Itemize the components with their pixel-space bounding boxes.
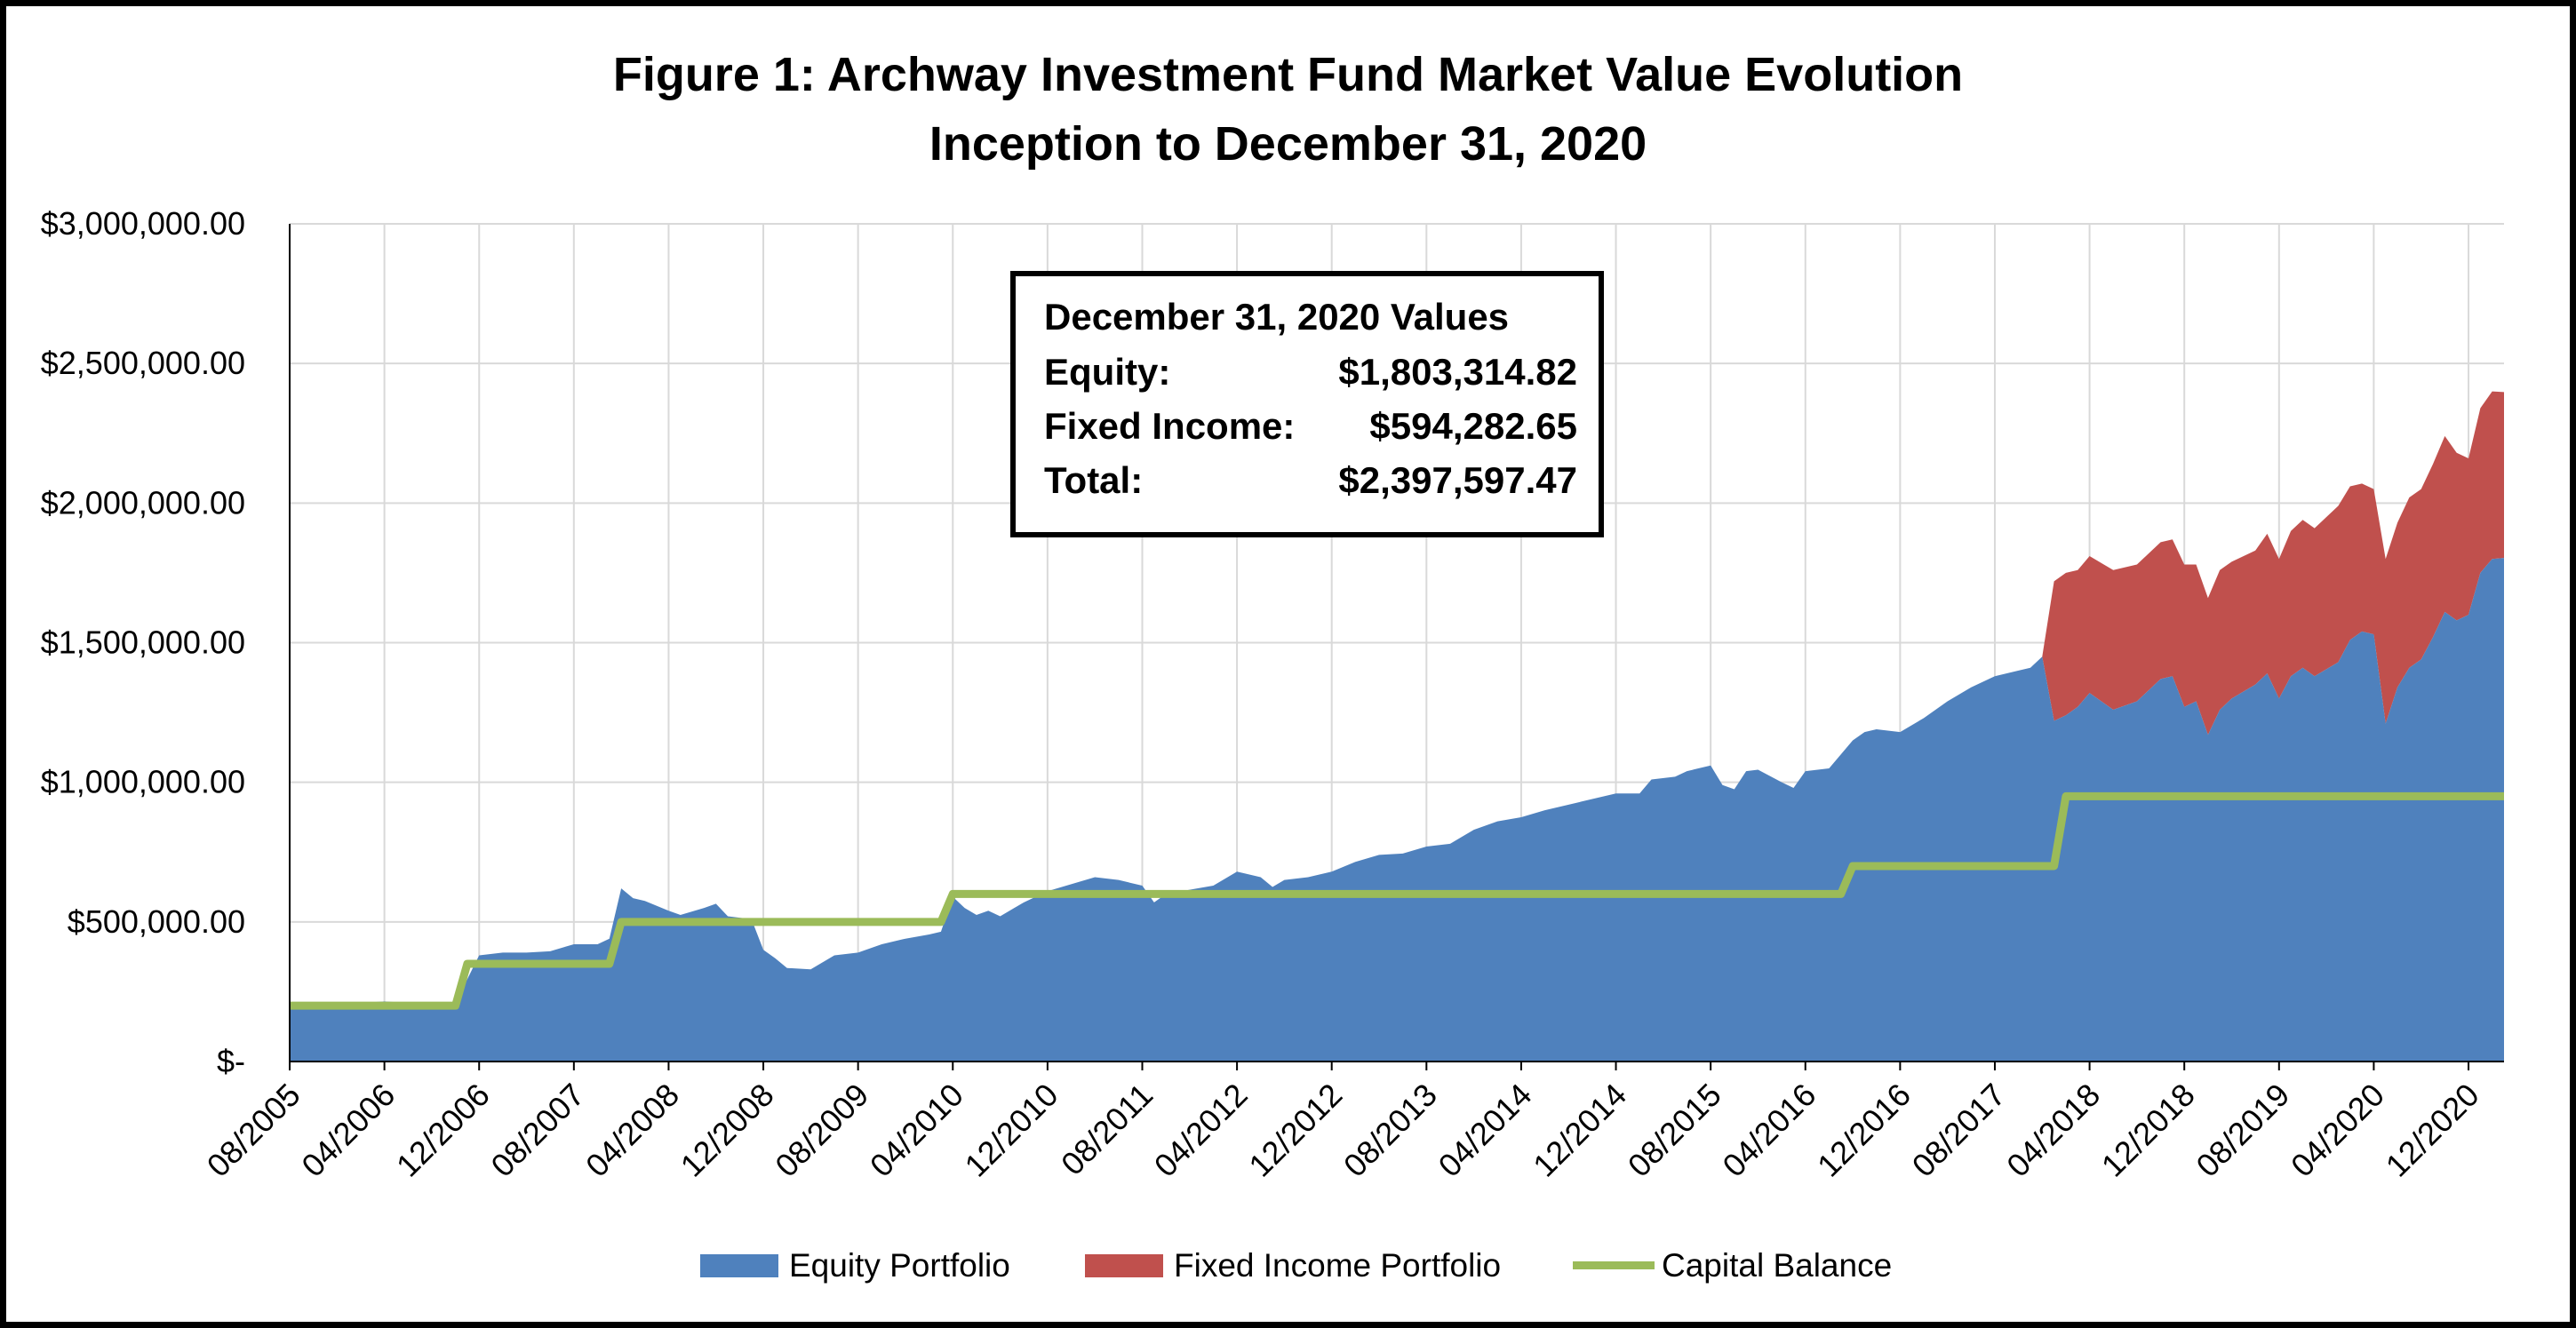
- x-tick-label: 12/2014: [1526, 1077, 1633, 1184]
- infobox-value: $1,803,314.82: [1338, 351, 1577, 393]
- infobox-row-fixed-income: Fixed Income: $594,282.65: [1044, 405, 1577, 458]
- legend-swatch-capital-balance: [1573, 1261, 1655, 1269]
- capital-balance-line: [290, 791, 2504, 1010]
- x-tick-label: 04/2006: [294, 1077, 402, 1184]
- infobox-heading-text: December 31, 2020 Values: [1044, 296, 1510, 338]
- x-tick-label: 12/2018: [2094, 1077, 2202, 1184]
- x-tick-label: 08/2017: [1905, 1077, 2013, 1184]
- chart-legend: Equity Portfolio Fixed Income Portfolio …: [0, 1242, 2576, 1288]
- x-tick-label: 04/2010: [863, 1077, 970, 1184]
- y-tick-label: $2,500,000.00: [41, 345, 245, 381]
- x-tick-label: 04/2018: [1999, 1077, 2107, 1184]
- legend-label: Fixed Income Portfolio: [1174, 1247, 1502, 1284]
- y-tick-label: $1,500,000.00: [41, 624, 245, 661]
- x-tick-label: 12/2020: [2379, 1077, 2486, 1184]
- x-tick-label: 08/2009: [768, 1077, 875, 1184]
- x-tick-label: 04/2016: [1715, 1077, 1822, 1184]
- infobox-label: Equity:: [1044, 351, 1171, 393]
- infobox-label: Fixed Income:: [1044, 405, 1296, 447]
- x-tick-label: 12/2010: [958, 1077, 1065, 1184]
- chart-subtitle: Inception to December 31, 2020: [929, 117, 1647, 171]
- fixed-income-area: [2042, 391, 2504, 736]
- x-tick-label: 12/2008: [674, 1077, 781, 1184]
- y-tick-label: $2,000,000.00: [41, 484, 245, 521]
- infobox-row-total: Total: $2,397,597.47: [1044, 459, 1577, 513]
- x-tick-label: 08/2015: [1621, 1077, 1728, 1184]
- infobox-heading: December 31, 2020 Values: [1044, 296, 1577, 349]
- values-infobox: December 31, 2020 Values Equity: $1,803,…: [1010, 271, 1604, 537]
- x-tick-label: 08/2013: [1336, 1077, 1444, 1184]
- x-tick-label: 12/2012: [1241, 1077, 1349, 1184]
- x-tick-label: 08/2011: [1054, 1077, 1160, 1182]
- chart-title: Figure 1: Archway Investment Fund Market…: [612, 48, 1964, 101]
- x-tick-label: 04/2020: [2284, 1077, 2391, 1184]
- x-tick-label: 12/2006: [389, 1077, 497, 1184]
- infobox-value: $2,397,597.47: [1338, 459, 1577, 501]
- x-tick-label: 04/2012: [1147, 1077, 1255, 1184]
- infobox-label: Total:: [1044, 459, 1144, 501]
- legend-label: Equity Portfolio: [789, 1247, 1010, 1284]
- equity-area: [290, 558, 2504, 1062]
- x-tick-label: 04/2008: [578, 1077, 686, 1184]
- legend-label: Capital Balance: [1662, 1247, 1893, 1284]
- y-tick-label: $3,000,000.00: [41, 205, 245, 242]
- y-tick-label: $1,000,000.00: [41, 764, 245, 800]
- y-tick-label: $500,000.00: [68, 903, 245, 940]
- legend-swatch-fixed-income: [1085, 1254, 1163, 1277]
- x-tick-label: 08/2005: [200, 1077, 307, 1184]
- legend-swatch-equity: [700, 1254, 778, 1277]
- x-tick-label: 04/2014: [1432, 1077, 1539, 1184]
- infobox-value: $594,282.65: [1369, 405, 1577, 447]
- x-tick-label: 12/2016: [1810, 1077, 1918, 1184]
- y-tick-label: $-: [217, 1043, 245, 1079]
- infobox-row-equity: Equity: $1,803,314.82: [1044, 351, 1577, 404]
- x-tick-label: 08/2019: [2189, 1077, 2296, 1184]
- x-tick-label: 08/2007: [483, 1077, 591, 1184]
